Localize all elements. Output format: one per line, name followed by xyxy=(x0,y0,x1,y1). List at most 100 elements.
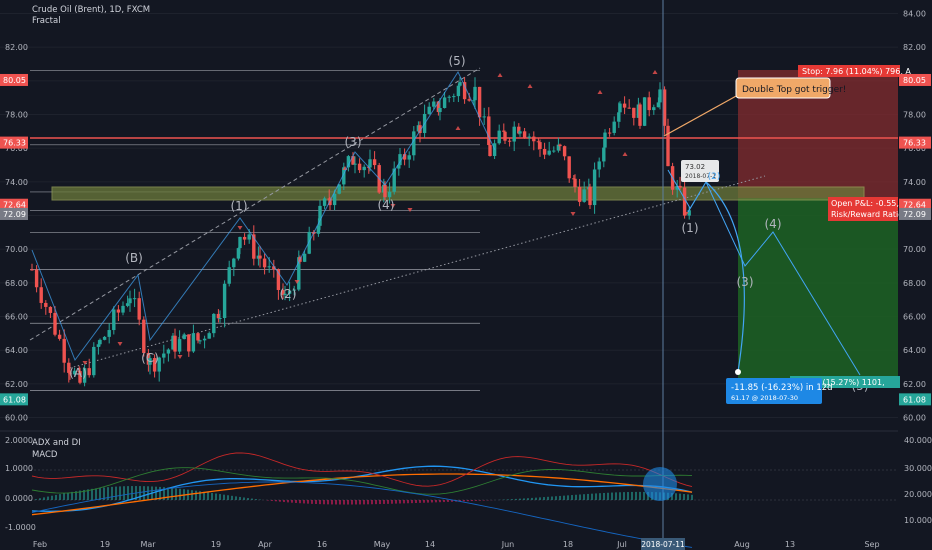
candle-body xyxy=(602,147,606,162)
fractal-marker xyxy=(237,226,243,230)
left-tick: 0.0000 xyxy=(5,494,33,503)
price-label: 76.33 xyxy=(903,139,926,148)
take-profit-zone xyxy=(738,198,898,378)
price-label-left-box xyxy=(0,207,28,220)
candle-body xyxy=(34,269,39,288)
price-tick-left: 76.00 xyxy=(5,144,28,153)
symbol-title[interactable]: Crude Oil (Brent), 1D, FXCM xyxy=(32,5,150,15)
candle-body xyxy=(98,339,102,345)
stop-label-box xyxy=(798,65,900,77)
candle-body xyxy=(96,344,101,347)
candle-body xyxy=(532,136,536,142)
price-label: 72.64 xyxy=(903,201,926,210)
time-axis[interactable]: Feb 19 Mar 19 Apr 16 May 14 Jun 18 Jul Aug 13 Sep xyxy=(33,540,880,549)
projection-label-box xyxy=(726,378,822,404)
candle-body xyxy=(128,298,132,304)
time-tick: 19 xyxy=(211,540,221,549)
candle-body xyxy=(666,125,670,167)
candle-body xyxy=(656,102,661,108)
fractal-marker xyxy=(294,280,300,284)
candle-body xyxy=(238,236,242,249)
candle-body xyxy=(488,145,492,157)
candle-body xyxy=(472,100,476,102)
candle-body xyxy=(142,319,146,353)
candle-body xyxy=(207,333,211,339)
candle-body xyxy=(166,349,171,354)
right-tick: 10.0000 xyxy=(904,516,932,525)
price-tick-left: 60.00 xyxy=(5,414,28,423)
price-tick: 64.00 xyxy=(903,346,926,355)
candle-body xyxy=(276,269,281,290)
candle-body xyxy=(642,97,647,126)
candle-body xyxy=(502,130,506,132)
price-tick-left: 78.00 xyxy=(5,110,28,119)
candle-body xyxy=(622,103,627,108)
left-tick: 2.0000 xyxy=(5,436,33,445)
candle-body xyxy=(567,156,571,179)
candle-body xyxy=(412,131,416,156)
candle-body xyxy=(137,298,141,320)
pnl-label: Open P&L: -0.55, Q xyxy=(831,199,908,208)
time-tick: May xyxy=(374,540,391,549)
candle-body xyxy=(212,313,216,334)
candle-body xyxy=(638,104,642,126)
left-tick: 1.0000 xyxy=(5,464,33,473)
price-tick: 76.00 xyxy=(903,144,926,153)
highlight-circle xyxy=(643,467,677,501)
candle-body xyxy=(116,309,121,313)
candle-body xyxy=(132,298,137,300)
candle-body xyxy=(87,368,91,376)
indicator-name[interactable]: Fractal xyxy=(32,16,61,26)
candle-body xyxy=(107,330,111,337)
indicator-pane xyxy=(30,452,898,548)
candle-body xyxy=(187,334,191,352)
price-label-left: 72.09 xyxy=(3,210,26,219)
price-label-left: 76.33 xyxy=(3,139,26,148)
candle-body xyxy=(682,187,687,216)
stop-label: Stop: 7.96 (11.04%) 796, A xyxy=(802,67,911,76)
candle-body xyxy=(281,289,285,296)
candle-body xyxy=(597,161,601,170)
candle-body xyxy=(407,155,411,160)
fractal-marker xyxy=(597,90,603,94)
candle-body xyxy=(687,210,691,216)
price-label: 72.09 xyxy=(903,210,926,219)
candle-body xyxy=(191,333,196,352)
price-tick-left: 66.00 xyxy=(5,313,28,322)
macd-name[interactable]: MACD xyxy=(32,450,58,460)
macd-line xyxy=(31,465,693,512)
candle-body xyxy=(177,339,182,352)
hover-wave: (2) xyxy=(708,172,721,182)
candle-body xyxy=(647,97,651,111)
time-tick: Sep xyxy=(864,540,879,549)
price-labels: 80.0580.0576.3376.3372.6472.6472.0972.09… xyxy=(0,73,931,406)
candle-body xyxy=(542,148,547,155)
price-tick: 68.00 xyxy=(903,279,926,288)
candle-body xyxy=(552,150,556,152)
candle-body xyxy=(447,96,451,98)
crosshair-date-box xyxy=(641,538,685,550)
price-label: 61.08 xyxy=(903,395,926,404)
candle-body xyxy=(652,107,656,111)
fractal-marker xyxy=(117,342,123,346)
candle-body xyxy=(125,303,130,306)
fractal-marker xyxy=(527,84,533,88)
candle-body xyxy=(72,370,77,375)
projection-line-2: 61.17 @ 2018-07-30 xyxy=(731,394,798,402)
time-tick: Apr xyxy=(258,540,273,549)
candle-body xyxy=(442,97,447,108)
price-label-left-box xyxy=(0,136,28,149)
callout-box[interactable] xyxy=(735,77,831,99)
candle-body xyxy=(121,305,125,313)
candle-body xyxy=(297,257,301,290)
candle-body xyxy=(112,309,116,331)
wave-label-proj-4: (4) xyxy=(765,217,782,231)
candle-body xyxy=(68,372,72,375)
candle-body xyxy=(556,144,561,151)
candle-body xyxy=(44,302,48,307)
adx-name[interactable]: ADX and DI xyxy=(32,438,81,448)
candle-body xyxy=(456,85,461,97)
wave-label-b: (B) xyxy=(125,251,143,265)
candle-body xyxy=(518,131,522,134)
